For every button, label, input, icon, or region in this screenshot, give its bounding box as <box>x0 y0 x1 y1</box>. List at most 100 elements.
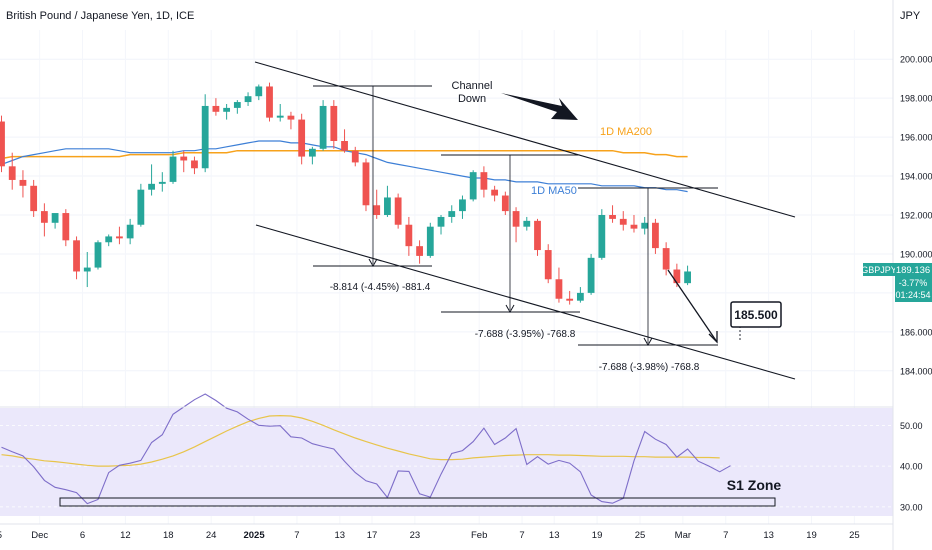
rsi-tick-label: 30.00 <box>900 502 923 512</box>
time-tick-label: 25 <box>849 530 860 541</box>
projection-arrowhead <box>708 331 718 344</box>
candle-body <box>244 96 252 103</box>
drop2-label: -7.688 (-3.95%) -768.8 <box>475 329 576 340</box>
bracket3-arrow <box>643 337 653 347</box>
rsi-axis: 30.00 40.00 50.00 <box>900 421 923 513</box>
candle-body <box>448 211 456 217</box>
candle-body <box>319 105 327 149</box>
ma200-line <box>1 149 688 160</box>
chart-title: British Pound / Japanese Yen, 1D, ICE <box>6 10 195 22</box>
candle-body <box>394 197 402 225</box>
candle-body <box>298 119 306 157</box>
candle-body <box>148 183 155 190</box>
candle-body <box>544 250 552 280</box>
drop3-label: -7.688 (-3.98%) -768.8 <box>599 362 700 373</box>
target-box <box>730 301 782 328</box>
candle-body <box>373 205 381 215</box>
candle-body <box>276 115 284 118</box>
candle-body <box>576 292 584 301</box>
s1-zone-label: S1 Zone <box>727 477 782 493</box>
currency-label: JPY <box>900 10 921 22</box>
time-tick-label: 23 <box>410 530 421 541</box>
time-tick-label: 12 <box>120 530 131 541</box>
price-tick-label: 184.000 <box>900 366 932 376</box>
time-axis: 25 Dec 6 12 18 24 2025 7 13 17 23 Feb 7 13 19 25 Mar 7 13 1… <box>0 530 860 541</box>
candle-body <box>459 199 466 212</box>
channel-label-line2: Down <box>458 93 486 105</box>
drawings <box>254 61 796 380</box>
time-tick-label: 13 <box>335 530 346 541</box>
bracket2-arrow <box>505 304 515 314</box>
candle-body <box>341 141 348 151</box>
time-tick-label: 2025 <box>243 530 265 541</box>
time-tick-label: 24 <box>206 530 217 541</box>
candle-body <box>83 267 91 272</box>
candle-body <box>416 246 423 256</box>
candles <box>0 82 691 305</box>
moving-averages <box>1 140 688 193</box>
time-tick-label: 6 <box>80 530 85 541</box>
symbol-tag-text: GBPJPY <box>861 265 897 275</box>
candle-body <box>566 298 574 301</box>
price-tick-label: 196.000 <box>900 133 932 143</box>
price-tick-label: 192.000 <box>900 211 932 221</box>
s1-zone-box <box>59 497 776 507</box>
candle-body <box>233 102 241 108</box>
time-tick-label: 19 <box>806 530 817 541</box>
candle-body <box>641 222 649 229</box>
candle-body <box>619 218 627 225</box>
candle-body <box>480 172 488 190</box>
candle-body <box>73 240 80 272</box>
rsi-grid <box>0 424 893 508</box>
candle-body <box>555 279 563 299</box>
candle-body <box>201 105 209 169</box>
candle-body <box>94 242 102 268</box>
candle-body <box>384 197 391 215</box>
candle-body <box>684 271 691 284</box>
rsi-tick-label: 40.00 <box>900 462 923 472</box>
price-tick-label: 186.000 <box>900 327 932 337</box>
symbol-tag <box>863 263 895 276</box>
candle-body <box>426 226 434 256</box>
price-tick-label: 188.000 <box>900 288 932 298</box>
candle-body <box>673 269 681 284</box>
ma200-label: 1D MA200 <box>600 126 652 138</box>
candle-body <box>30 185 38 212</box>
time-tick-label: 17 <box>367 530 378 541</box>
rsi-panel <box>1 393 776 507</box>
rsi-ma-line <box>1 414 720 467</box>
candle-body <box>652 222 659 249</box>
candle-body <box>308 148 316 157</box>
rsi-line <box>1 393 731 505</box>
candle-body <box>255 86 263 97</box>
candle-body <box>609 215 616 219</box>
candle-body <box>534 220 541 251</box>
channel-label-line1: Channel <box>452 80 493 92</box>
projection-line <box>667 269 718 343</box>
candle-body <box>105 236 113 243</box>
candle-body <box>512 211 520 227</box>
grid <box>0 30 893 524</box>
candle-body <box>351 150 359 163</box>
candle-body <box>223 107 231 112</box>
price-tag-countdown: 01:24:54 <box>895 290 930 300</box>
candle-body <box>0 121 5 167</box>
candle-body <box>116 236 123 239</box>
candle-body <box>137 189 145 225</box>
channel-lower-line <box>255 224 796 380</box>
price-tick-label: 198.000 <box>900 94 932 104</box>
candle-body <box>180 156 188 161</box>
candle-body <box>598 215 606 258</box>
candle-body <box>158 181 166 184</box>
candle-body <box>19 179 27 186</box>
candle-body <box>62 213 70 241</box>
candle-body <box>523 220 531 227</box>
time-tick-label: 25 <box>635 530 646 541</box>
candle-body <box>330 105 338 141</box>
candle-body <box>437 216 445 227</box>
candle-body <box>8 166 16 180</box>
candle-body <box>126 224 134 239</box>
time-tick-label: Mar <box>675 530 691 541</box>
